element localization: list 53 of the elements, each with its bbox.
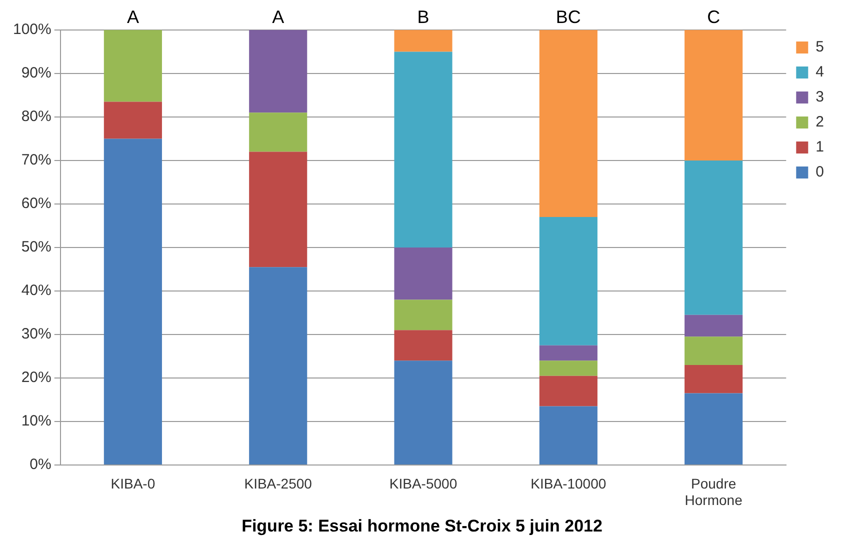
- bar: [539, 345, 598, 361]
- bar: [249, 30, 308, 113]
- bar: [684, 336, 743, 365]
- x-tick-label: KIBA-5000: [389, 475, 458, 492]
- bar: [394, 52, 452, 248]
- bar: [539, 406, 598, 464]
- bar: [684, 393, 743, 464]
- annotation: C: [707, 6, 720, 27]
- x-tick-label: KIBA-2500: [244, 475, 312, 492]
- y-tick-label: 10%: [21, 412, 52, 430]
- y-tick-label: 100%: [12, 21, 52, 38]
- y-tick-label: 80%: [21, 108, 52, 126]
- bar: [684, 160, 743, 315]
- legend-label: 1: [816, 138, 824, 156]
- bar: [394, 300, 452, 330]
- y-tick-label: 60%: [21, 195, 52, 212]
- legend-label: 4: [816, 64, 824, 81]
- bar: [104, 102, 162, 139]
- legend-label: 0: [816, 164, 824, 181]
- legend-label: 5: [816, 38, 824, 56]
- annotation: B: [417, 6, 430, 27]
- bar: [684, 314, 743, 337]
- text: Figure 5: Essai hormone St-Croix 5 juin 2012: [242, 516, 602, 536]
- y-tick-label: 0%: [30, 456, 52, 474]
- bar: [394, 30, 452, 52]
- bar: [684, 364, 743, 394]
- y-tick-label: 20%: [21, 369, 52, 386]
- annotation: BC: [556, 6, 581, 27]
- y-tick-label: 70%: [21, 152, 52, 169]
- bar: [684, 30, 743, 160]
- y-tick-label: 30%: [21, 326, 52, 343]
- bar: [249, 267, 308, 464]
- bar: [394, 330, 452, 361]
- bar: [539, 217, 598, 346]
- annotation: A: [126, 6, 139, 27]
- bar: [539, 376, 598, 406]
- bar: [539, 360, 598, 376]
- bar: [249, 112, 308, 152]
- bar: [104, 138, 162, 464]
- y-tick-label: 50%: [21, 238, 52, 256]
- x-tick-label: KIBA-0: [110, 475, 156, 492]
- y-tick-label: 90%: [21, 64, 52, 82]
- bar: [104, 30, 162, 102]
- bar: [249, 152, 308, 268]
- bar: [394, 360, 452, 464]
- annotation: A: [272, 6, 284, 27]
- x-tick-label: Poudre Hormone: [684, 475, 743, 508]
- bar: [539, 30, 598, 218]
- legend-label: 2: [816, 114, 824, 131]
- x-tick-label: KIBA-10000: [530, 475, 606, 492]
- y-tick-label: 40%: [21, 282, 52, 300]
- bar: [394, 248, 452, 300]
- legend-label: 3: [816, 88, 824, 106]
